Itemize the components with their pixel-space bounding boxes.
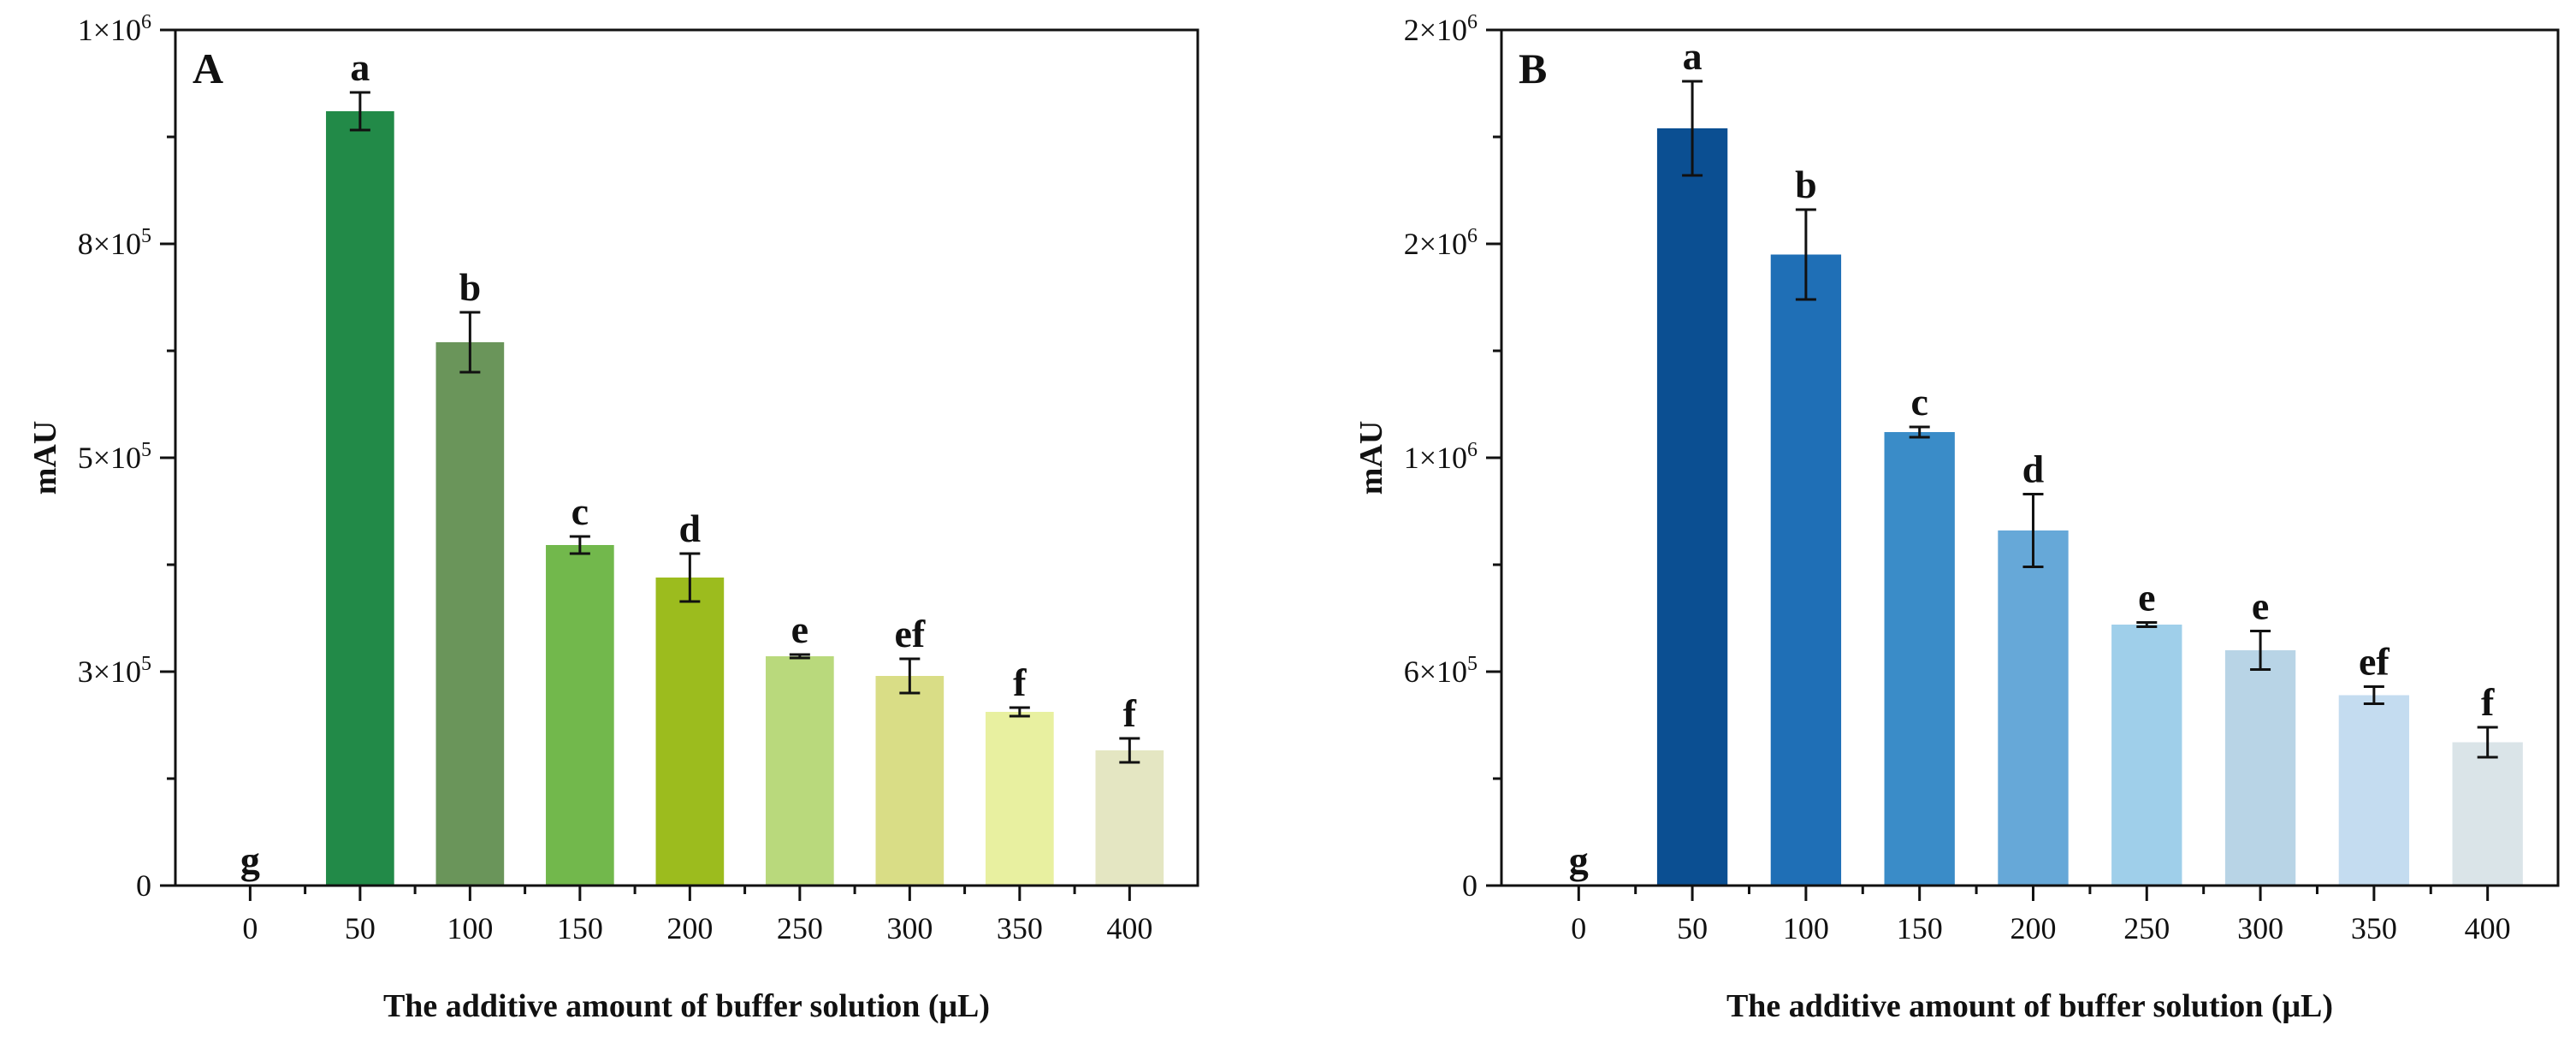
- x-tick-label: 50: [1677, 911, 1708, 945]
- y-tick-label: 2×106: [1404, 11, 1477, 47]
- x-tick-label: 250: [777, 911, 823, 945]
- bar-300: [875, 676, 945, 886]
- significance-label: g: [1569, 838, 1589, 882]
- y-tick-mantissa: 1×10: [78, 13, 141, 47]
- bar-100: [435, 342, 505, 886]
- y-tick-mantissa: 3×10: [78, 655, 141, 689]
- bar-400: [2452, 742, 2523, 886]
- x-tick-label: 200: [2010, 911, 2056, 945]
- y-tick-label: 6×105: [1404, 653, 1477, 689]
- y-tick-mantissa: 2×10: [1404, 13, 1467, 47]
- x-tick-label: 250: [2123, 911, 2170, 945]
- y-axis-title: mAU: [27, 421, 63, 495]
- y-tick-label: 8×105: [78, 225, 151, 261]
- significance-label: a: [350, 45, 370, 89]
- y-tick-exponent: 5: [141, 225, 151, 247]
- x-tick-label: 300: [2237, 911, 2283, 945]
- x-tick-label: 400: [2465, 911, 2511, 945]
- y-tick-mantissa: 6×10: [1404, 655, 1467, 689]
- x-axis-title: The additive amount of buffer solution (…: [383, 988, 990, 1024]
- bar-200: [1998, 530, 2069, 886]
- y-tick-exponent: 5: [1467, 653, 1477, 675]
- y-tick-mantissa: 1×10: [1404, 441, 1467, 475]
- x-tick-label: 150: [557, 911, 603, 945]
- significance-label: d: [2022, 447, 2045, 491]
- y-tick-exponent: 5: [141, 439, 151, 461]
- y-tick-mantissa: 0: [1462, 868, 1477, 903]
- significance-label: g: [240, 838, 260, 882]
- x-tick-label: 150: [1897, 911, 1943, 945]
- significance-label: e: [2138, 576, 2155, 619]
- bar-50: [1656, 128, 1728, 886]
- significance-label: f: [2481, 680, 2495, 724]
- significance-label: f: [1123, 691, 1137, 735]
- y-tick-exponent: 5: [141, 653, 151, 675]
- y-tick-exponent: 6: [1467, 225, 1477, 247]
- y-tick-label: 1×106: [78, 11, 151, 47]
- bar-150: [1884, 432, 1955, 886]
- x-tick-label: 350: [997, 911, 1043, 945]
- y-tick-exponent: 6: [1467, 439, 1477, 461]
- x-tick-label: 200: [666, 911, 713, 945]
- significance-label: c: [571, 489, 589, 533]
- y-tick-mantissa: 0: [136, 868, 151, 903]
- y-tick-label: 3×105: [78, 653, 151, 689]
- x-tick-label: 400: [1106, 911, 1152, 945]
- significance-label: b: [459, 265, 482, 309]
- bar-400: [1095, 750, 1164, 886]
- x-tick-label: 50: [345, 911, 376, 945]
- panel-label: A: [192, 44, 223, 92]
- x-axis-title: The additive amount of buffer solution (…: [1726, 988, 2333, 1024]
- x-tick-label: 0: [242, 911, 258, 945]
- significance-label: f: [1013, 661, 1027, 704]
- bar-100: [1770, 254, 1842, 886]
- bar-300: [2224, 650, 2296, 886]
- y-tick-label: 1×106: [1404, 439, 1477, 475]
- y-tick-label: 0: [136, 868, 151, 903]
- significance-label: ef: [2359, 640, 2389, 684]
- y-tick-label: 0: [1462, 868, 1477, 903]
- y-axis-title: mAU: [1353, 421, 1389, 495]
- bar-250: [2111, 625, 2182, 886]
- y-tick-exponent: 6: [141, 11, 151, 33]
- y-tick-label: 5×105: [78, 439, 151, 475]
- bar-350: [2338, 695, 2410, 886]
- y-tick-mantissa: 5×10: [78, 441, 141, 475]
- significance-label: d: [679, 507, 702, 550]
- x-tick-label: 100: [1783, 911, 1829, 945]
- bar-350: [986, 712, 1054, 886]
- panel-label: B: [1519, 44, 1547, 92]
- bar-150: [546, 545, 614, 886]
- bar-200: [655, 578, 725, 886]
- significance-label: e: [2252, 584, 2269, 628]
- bar-250: [766, 656, 834, 886]
- x-tick-label: 100: [447, 911, 493, 945]
- significance-label: b: [1795, 163, 1817, 206]
- significance-label: a: [1683, 34, 1703, 78]
- y-tick-mantissa: 2×10: [1404, 227, 1467, 261]
- x-tick-label: 350: [2351, 911, 2397, 945]
- y-tick-exponent: 6: [1467, 11, 1477, 33]
- y-tick-mantissa: 8×10: [78, 227, 141, 261]
- y-tick-label: 2×106: [1404, 225, 1477, 261]
- x-tick-label: 0: [1571, 911, 1586, 945]
- significance-label: ef: [894, 612, 925, 655]
- x-tick-label: 300: [886, 911, 933, 945]
- significance-label: c: [1910, 380, 1928, 424]
- significance-label: e: [791, 607, 808, 651]
- bar-50: [326, 111, 394, 886]
